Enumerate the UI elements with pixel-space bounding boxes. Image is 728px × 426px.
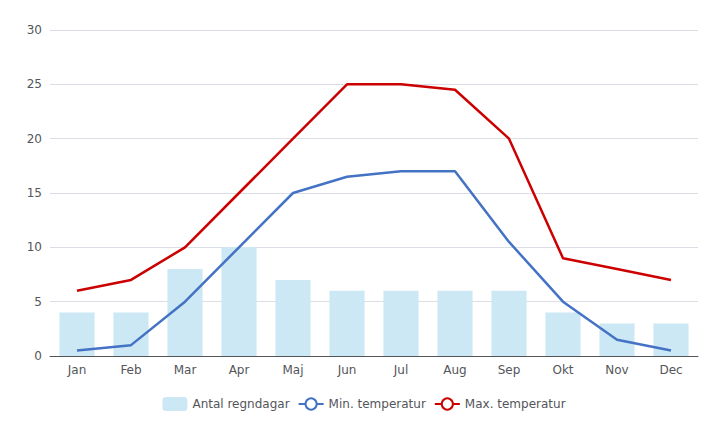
svg-text:0: 0 — [34, 349, 42, 363]
svg-text:20: 20 — [27, 132, 42, 146]
svg-text:30: 30 — [27, 23, 42, 37]
svg-text:Okt: Okt — [552, 363, 573, 377]
svg-text:Dec: Dec — [659, 363, 682, 377]
svg-text:Jul: Jul — [393, 363, 408, 377]
svg-text:Jun: Jun — [337, 363, 357, 377]
svg-text:Maj: Maj — [282, 363, 303, 377]
svg-text:Feb: Feb — [120, 363, 141, 377]
svg-text:Nov: Nov — [605, 363, 628, 377]
svg-text:25: 25 — [27, 77, 42, 91]
svg-text:15: 15 — [27, 186, 42, 200]
svg-text:Aug: Aug — [443, 363, 466, 377]
svg-text:10: 10 — [27, 240, 42, 254]
svg-text:Max. temperatur: Max. temperatur — [465, 397, 566, 411]
svg-text:Sep: Sep — [498, 363, 521, 377]
svg-text:Mar: Mar — [174, 363, 197, 377]
svg-text:Min. temperatur: Min. temperatur — [329, 397, 426, 411]
svg-text:Jan: Jan — [67, 363, 87, 377]
svg-text:Apr: Apr — [229, 363, 250, 377]
svg-text:Antal regndagar: Antal regndagar — [192, 397, 289, 411]
svg-text:5: 5 — [34, 295, 42, 309]
